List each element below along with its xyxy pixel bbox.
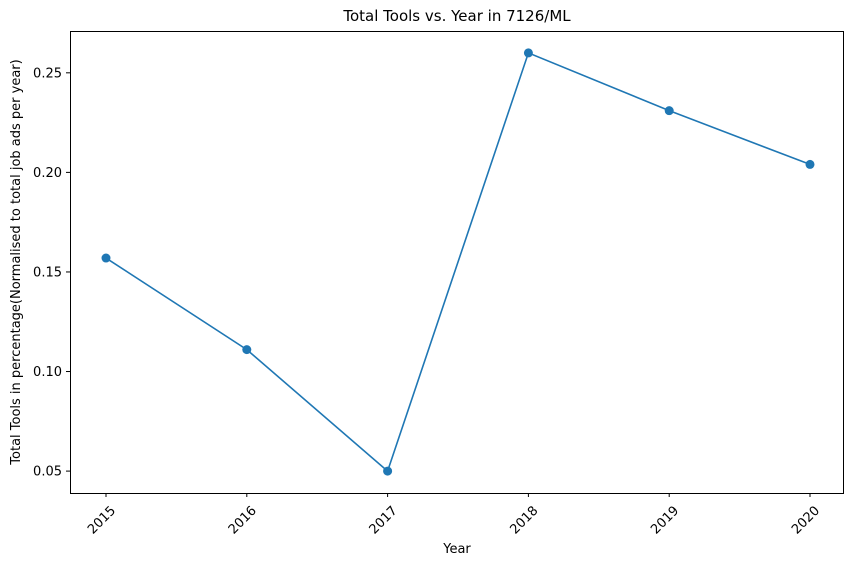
y-tick-label: 0.10	[33, 365, 62, 380]
data-point	[242, 345, 252, 355]
x-tick-label: 2016	[226, 503, 260, 537]
x-axis-label: Year	[442, 542, 471, 557]
series-line	[105, 51, 811, 473]
y-tick-label: 0.15	[33, 265, 62, 280]
x-axis: 2015 2016 2017 2018 2019 2020	[85, 493, 823, 537]
data-point	[523, 48, 533, 58]
x-tick-label: 2019	[648, 503, 682, 537]
x-tick-label: 2015	[85, 503, 119, 537]
data-point	[805, 159, 815, 169]
x-tick-label: 2017	[367, 503, 401, 537]
x-tick-label: 2018	[507, 503, 541, 537]
y-tick-label: 0.20	[33, 166, 62, 181]
plot-frame	[70, 31, 844, 494]
y-axis: 0.05 0.10 0.15 0.20 0.25	[33, 66, 70, 480]
x-tick-label: 2020	[789, 503, 823, 537]
chart-title: Total Tools vs. Year in 7126/ML	[342, 7, 571, 25]
y-tick-label: 0.25	[33, 66, 62, 81]
data-point	[383, 466, 393, 476]
y-tick-label: 0.05	[33, 465, 62, 480]
data-point	[101, 253, 111, 263]
data-point	[664, 106, 674, 116]
series-layer	[101, 48, 815, 476]
y-axis-label: Total Tools in percentage(Normalised to …	[9, 59, 24, 465]
